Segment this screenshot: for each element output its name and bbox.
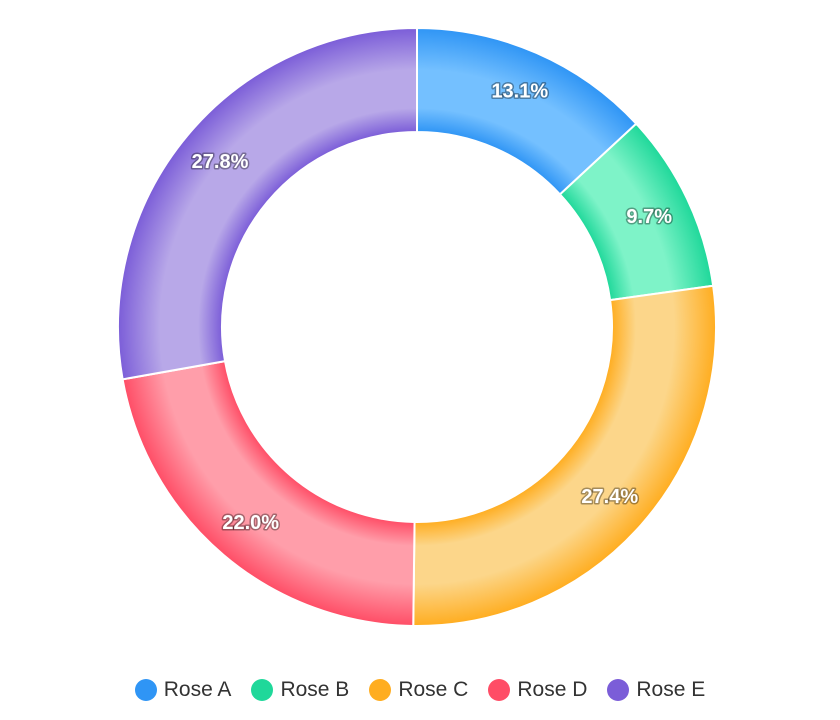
legend-label-rose-e: Rose E	[636, 678, 706, 701]
legend-item-rose-c[interactable]: Rose C	[369, 678, 468, 702]
legend-swatch-rose-b	[251, 679, 274, 701]
legend-swatch-rose-c	[369, 679, 392, 701]
legend-item-rose-a[interactable]: Rose A	[134, 678, 232, 702]
slice-rose-d[interactable]	[121, 359, 416, 627]
slice-label-rose-b: 9.7%	[626, 206, 672, 228]
legend-item-rose-d[interactable]: Rose D	[488, 678, 587, 702]
slice-rose-c[interactable]	[412, 284, 717, 627]
legend-label-rose-d: Rose D	[517, 678, 588, 701]
legend-swatch-rose-d	[488, 679, 511, 701]
chart-legend: Rose A Rose B Rose C Rose D Rose E	[0, 672, 840, 708]
donut-chart-svg: 13.1% 9.7% 27.4% 22.0% 27.8%	[117, 26, 717, 627]
legend-label-rose-a: Rose A	[163, 678, 232, 701]
legend-label-rose-c: Rose C	[398, 678, 469, 701]
slice-label-rose-c: 27.4%	[581, 486, 638, 508]
slice-label-rose-e: 27.8%	[192, 151, 249, 173]
slice-label-rose-d: 22.0%	[222, 512, 279, 534]
legend-swatch-rose-a	[134, 679, 157, 701]
legend-label-rose-b: Rose B	[280, 678, 350, 701]
legend-item-rose-e[interactable]: Rose E	[607, 678, 705, 702]
slice-label-rose-a: 13.1%	[491, 80, 548, 102]
legend-swatch-rose-e	[607, 679, 630, 701]
slice-rose-e[interactable]	[117, 26, 418, 381]
legend-item-rose-b[interactable]: Rose B	[251, 678, 349, 702]
